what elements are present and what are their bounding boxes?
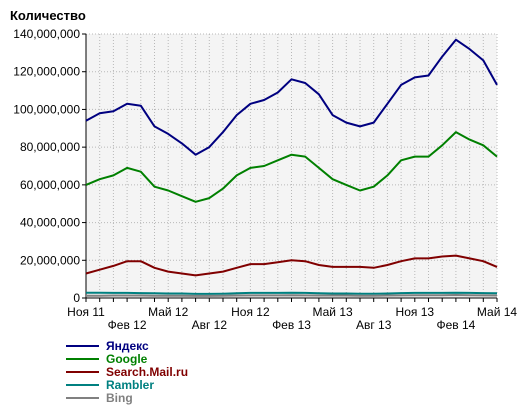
y-tick-label: 0 [73, 291, 80, 305]
x-tick-label: Ноя 11 [67, 305, 105, 319]
legend-item: Bing [66, 391, 133, 405]
legend-item: Rambler [66, 378, 154, 392]
legend-label: Яндекс [106, 339, 149, 353]
y-tick-label: 60,000,000 [20, 178, 80, 192]
x-tick-label: Фев 12 [108, 318, 147, 332]
y-tick-label: 40,000,000 [20, 216, 80, 230]
x-tick-label: Май 12 [148, 305, 189, 319]
series-line-rambler [86, 291, 498, 295]
legend-item: Google [66, 352, 148, 366]
y-axis-title: Количество [10, 8, 86, 23]
x-tick-label: Авг 13 [356, 318, 392, 332]
x-tick-label: Май 13 [312, 305, 353, 319]
legend-label: Google [106, 352, 148, 366]
legend-label: Search.Mail.ru [106, 365, 188, 379]
legend-label: Rambler [106, 378, 154, 392]
x-tick-label: Фев 13 [272, 318, 311, 332]
x-tick-label: Авг 12 [192, 318, 228, 332]
series-line-google [85, 131, 498, 203]
horizontal-gridlines [86, 33, 497, 261]
y-tick-label: 80,000,000 [20, 140, 80, 154]
y-axis-ticks: 0 20,000,000 40,000,000 60,000,000 80,000,00… [13, 27, 86, 305]
series-line-bing [86, 294, 498, 297]
y-tick-label: 120,000,000 [13, 65, 80, 79]
series-line-search-mail-ru [85, 254, 498, 277]
y-tick-label: 20,000,000 [20, 253, 80, 267]
legend-item: Яндекс [66, 339, 149, 353]
x-tick-label: Фев 14 [436, 318, 475, 332]
series-lines [85, 38, 498, 297]
x-tick-label: Май 14 [477, 305, 518, 319]
y-tick-label: 140,000,000 [13, 27, 80, 41]
x-tick-label: Ноя 13 [396, 305, 435, 319]
y-tick-label: 100,000,000 [13, 102, 80, 116]
legend-item: Search.Mail.ru [66, 365, 188, 379]
x-tick-label: Ноя 12 [231, 305, 270, 319]
series-line-яндекс [85, 38, 498, 156]
legend-label: Bing [106, 391, 133, 405]
